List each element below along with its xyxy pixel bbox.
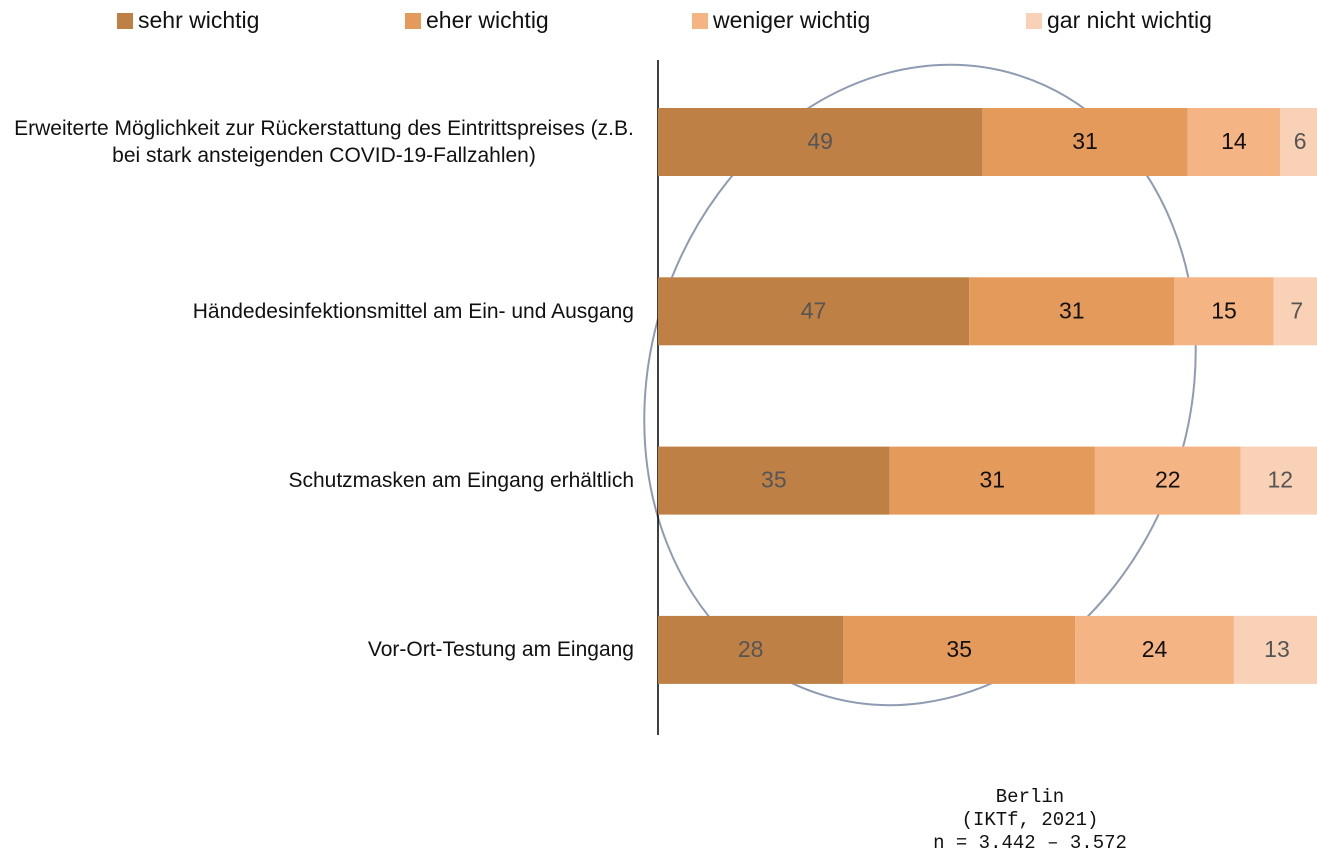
category-label: Schutzmasken am Eingang erhältlich [288, 469, 634, 493]
data-label: 13 [1264, 636, 1290, 662]
category-label-box: Händedesinfektionsmittel am Ein- und Aus… [0, 251, 634, 371]
data-label: 7 [1290, 297, 1303, 323]
legend-label: eher wichtig [426, 7, 549, 33]
legend-label: weniger wichtig [712, 7, 870, 33]
data-label: 47 [801, 297, 827, 323]
data-label: 35 [761, 467, 787, 493]
data-label: 12 [1267, 467, 1293, 493]
bar-segment [658, 277, 970, 346]
data-label: 28 [738, 636, 764, 662]
bar-segment [1075, 615, 1234, 684]
legend-label: gar nicht wichtig [1047, 7, 1212, 33]
data-label: 22 [1155, 467, 1181, 493]
category-label: Erweiterte Möglichkeit zur Rückerstattun… [14, 117, 634, 167]
bar-segment [658, 615, 844, 684]
legend-swatch [692, 13, 708, 29]
bar-segment [1240, 446, 1317, 515]
data-label: 15 [1211, 297, 1237, 323]
category-label-box: Schutzmasken am Eingang erhältlich [0, 421, 634, 541]
legend-swatch [117, 13, 133, 29]
bar-segment [1174, 277, 1274, 346]
footnote: n = 3.442 – 3.572 [933, 832, 1127, 854]
category-label: Vor-Ort-Testung am Eingang [367, 638, 634, 662]
bar-segment [843, 615, 1076, 684]
bar-segment [658, 446, 890, 515]
category-label-box: Erweiterte Möglichkeit zur Rückerstattun… [0, 82, 634, 202]
data-label: 24 [1142, 636, 1168, 662]
category-label: Händedesinfektionsmittel am Ein- und Aus… [192, 299, 634, 323]
footnote: (IKTf, 2021) [962, 809, 1099, 831]
bar-segment [1094, 446, 1241, 515]
bar-segment [969, 277, 1175, 346]
legend-swatch [1026, 13, 1042, 29]
legend-label: sehr wichtig [138, 7, 259, 33]
data-label: 31 [1059, 297, 1085, 323]
bar-segment [1187, 108, 1281, 176]
bar-segment [1233, 615, 1317, 684]
data-label: 6 [1294, 128, 1307, 154]
category-label-box: Vor-Ort-Testung am Eingang [0, 590, 634, 710]
data-label: 14 [1221, 128, 1247, 154]
data-label: 31 [980, 467, 1006, 493]
data-label: 49 [807, 128, 833, 154]
bar-segment [658, 108, 983, 176]
data-label: 31 [1072, 128, 1098, 154]
bar-segment [889, 446, 1095, 515]
bar-segment [1280, 108, 1317, 176]
bar-segment [982, 108, 1188, 176]
footnote: Berlin [996, 786, 1064, 808]
bar-segment [1273, 277, 1317, 346]
legend-swatch [405, 13, 421, 29]
data-label: 35 [946, 636, 972, 662]
